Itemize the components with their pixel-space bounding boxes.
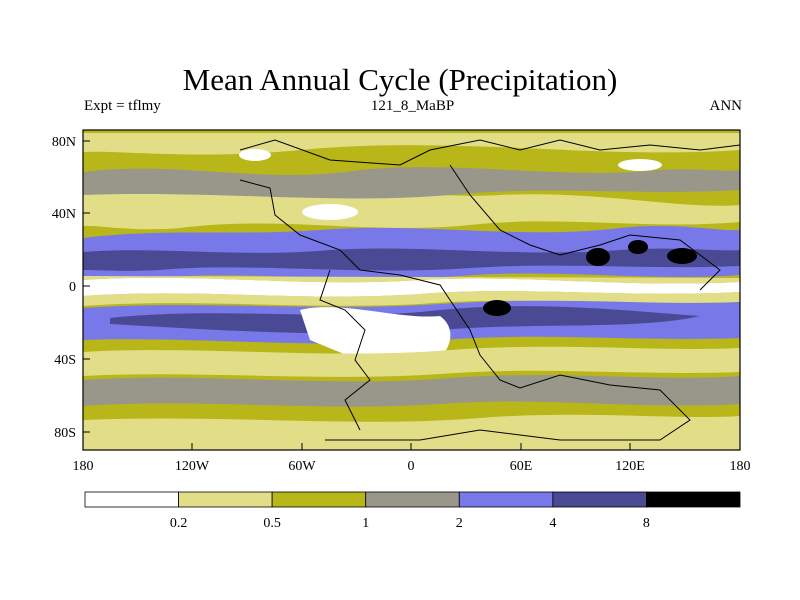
lon-tick-label: 60W [288, 459, 316, 474]
colorbar-level-label: 8 [643, 516, 650, 531]
lon-tick-label: 120W [175, 459, 210, 474]
lon-axis: 180 120W 60W 0 60E 120E 180 [73, 443, 751, 474]
lat-tick-label: 80S [54, 426, 76, 441]
lon-tick-label: 60E [510, 459, 533, 474]
lon-tick-label: 120E [615, 459, 645, 474]
colorbar-swatch [365, 491, 460, 508]
lat-tick-label: 0 [69, 280, 76, 295]
map-title: Mean Annual Cycle (Precipitation) [182, 62, 618, 97]
lat-tick-label: 40N [52, 207, 76, 222]
season-label: ANN [709, 98, 743, 114]
colorbar-swatch [271, 491, 367, 508]
lon-tick-label: 180 [730, 459, 751, 474]
precipitation-field [83, 130, 740, 450]
lon-tick-label: 180 [73, 459, 94, 474]
coastlines [239, 139, 741, 441]
experiment-label: Expt = tflmy [84, 98, 161, 114]
colorbar-level-label: 4 [549, 516, 556, 531]
lat-axis: 80N 40N 0 40S 80S [52, 135, 90, 441]
lat-tick-label: 40S [54, 353, 76, 368]
period-label: 121_8_MaBP [370, 98, 455, 114]
colorbar-level-label: 0.5 [263, 516, 281, 531]
lon-tick-label: 0 [408, 459, 415, 474]
colorbar-level-label: 1 [362, 516, 369, 531]
colorbar-level-label: 0.2 [170, 516, 188, 531]
colorbar-swatch [178, 491, 273, 508]
colorbar-level-label: 2 [456, 516, 463, 531]
colorbar-swatch [84, 491, 179, 508]
colorbar-swatch [646, 491, 741, 508]
colorbar-swatch [458, 491, 554, 508]
lat-tick-label: 80N [52, 135, 76, 150]
colorbar: 0.2 0.5 1 2 4 8 [84, 491, 741, 531]
colorbar-swatch [552, 491, 647, 508]
